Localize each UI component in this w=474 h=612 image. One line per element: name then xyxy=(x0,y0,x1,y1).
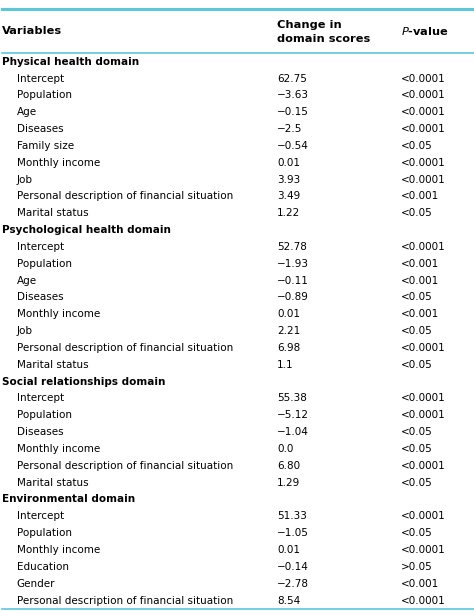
Text: 0.0: 0.0 xyxy=(277,444,294,454)
Text: 2.21: 2.21 xyxy=(277,326,301,336)
Text: <0.0001: <0.0001 xyxy=(401,158,445,168)
Text: 0.01: 0.01 xyxy=(277,158,301,168)
Text: −0.11: −0.11 xyxy=(277,275,309,286)
Text: Intercept: Intercept xyxy=(17,394,64,403)
Text: 1.29: 1.29 xyxy=(277,477,301,488)
Text: Education: Education xyxy=(17,562,69,572)
Text: Personal description of financial situation: Personal description of financial situat… xyxy=(17,461,233,471)
Text: −0.54: −0.54 xyxy=(277,141,309,151)
Text: <0.0001: <0.0001 xyxy=(401,511,445,521)
Text: <0.05: <0.05 xyxy=(401,293,432,302)
Text: Job: Job xyxy=(17,326,33,336)
Text: −0.89: −0.89 xyxy=(277,293,309,302)
Text: Gender: Gender xyxy=(17,579,55,589)
Text: 62.75: 62.75 xyxy=(277,73,307,83)
Text: Diseases: Diseases xyxy=(17,427,63,437)
Text: Age: Age xyxy=(17,275,36,286)
Text: Social relationships domain: Social relationships domain xyxy=(2,376,166,387)
Text: −1.05: −1.05 xyxy=(277,528,309,538)
Text: −3.63: −3.63 xyxy=(277,91,310,100)
Text: 6.98: 6.98 xyxy=(277,343,301,353)
Text: −2.5: −2.5 xyxy=(277,124,303,134)
Text: Age: Age xyxy=(17,107,36,117)
Text: −0.14: −0.14 xyxy=(277,562,309,572)
Text: Job: Job xyxy=(17,174,33,185)
Text: −1.04: −1.04 xyxy=(277,427,309,437)
Text: Monthly income: Monthly income xyxy=(17,309,100,319)
Text: 1.1: 1.1 xyxy=(277,360,294,370)
Text: Personal description of financial situation: Personal description of financial situat… xyxy=(17,343,233,353)
Text: −2.78: −2.78 xyxy=(277,579,310,589)
Text: <0.0001: <0.0001 xyxy=(401,461,445,471)
Text: Family size: Family size xyxy=(17,141,74,151)
Text: <0.001: <0.001 xyxy=(401,275,439,286)
Text: <0.0001: <0.0001 xyxy=(401,107,445,117)
Text: <0.05: <0.05 xyxy=(401,477,432,488)
Text: Physical health domain: Physical health domain xyxy=(2,57,139,67)
Text: 55.38: 55.38 xyxy=(277,394,307,403)
Text: <0.0001: <0.0001 xyxy=(401,410,445,420)
Text: Personal description of financial situation: Personal description of financial situat… xyxy=(17,595,233,605)
Text: Environmental domain: Environmental domain xyxy=(2,494,136,504)
Text: Monthly income: Monthly income xyxy=(17,545,100,555)
Text: >0.05: >0.05 xyxy=(401,562,432,572)
Text: −5.12: −5.12 xyxy=(277,410,310,420)
Text: 52.78: 52.78 xyxy=(277,242,307,252)
Text: <0.05: <0.05 xyxy=(401,360,432,370)
Text: <0.0001: <0.0001 xyxy=(401,595,445,605)
Text: <0.0001: <0.0001 xyxy=(401,91,445,100)
Text: Psychological health domain: Psychological health domain xyxy=(2,225,171,235)
Text: −1.93: −1.93 xyxy=(277,259,310,269)
Text: Variables: Variables xyxy=(2,26,63,36)
Text: Marital status: Marital status xyxy=(17,360,88,370)
Text: Population: Population xyxy=(17,259,72,269)
Text: <0.001: <0.001 xyxy=(401,309,439,319)
Text: 3.49: 3.49 xyxy=(277,192,301,201)
Text: Marital status: Marital status xyxy=(17,477,88,488)
Text: <0.001: <0.001 xyxy=(401,192,439,201)
Text: <0.0001: <0.0001 xyxy=(401,242,445,252)
Text: <0.05: <0.05 xyxy=(401,444,432,454)
Text: 8.54: 8.54 xyxy=(277,595,301,605)
Text: Diseases: Diseases xyxy=(17,293,63,302)
Text: <0.0001: <0.0001 xyxy=(401,394,445,403)
Text: Population: Population xyxy=(17,528,72,538)
Text: $\it{P}$‑value: $\it{P}$‑value xyxy=(401,25,448,37)
Text: 6.80: 6.80 xyxy=(277,461,301,471)
Text: Personal description of financial situation: Personal description of financial situat… xyxy=(17,192,233,201)
Text: 1.22: 1.22 xyxy=(277,208,301,218)
Text: <0.05: <0.05 xyxy=(401,208,432,218)
Text: <0.0001: <0.0001 xyxy=(401,343,445,353)
Text: <0.001: <0.001 xyxy=(401,259,439,269)
Text: Change in: Change in xyxy=(277,20,342,29)
Text: Diseases: Diseases xyxy=(17,124,63,134)
Text: <0.05: <0.05 xyxy=(401,326,432,336)
Text: Marital status: Marital status xyxy=(17,208,88,218)
Text: <0.05: <0.05 xyxy=(401,141,432,151)
Text: −0.15: −0.15 xyxy=(277,107,309,117)
Text: <0.05: <0.05 xyxy=(401,427,432,437)
Text: 51.33: 51.33 xyxy=(277,511,307,521)
Text: 0.01: 0.01 xyxy=(277,309,301,319)
Text: Monthly income: Monthly income xyxy=(17,444,100,454)
Text: <0.0001: <0.0001 xyxy=(401,73,445,83)
Text: domain scores: domain scores xyxy=(277,34,371,44)
Text: Intercept: Intercept xyxy=(17,242,64,252)
Text: <0.0001: <0.0001 xyxy=(401,545,445,555)
Text: 3.93: 3.93 xyxy=(277,174,301,185)
Text: Monthly income: Monthly income xyxy=(17,158,100,168)
Text: Population: Population xyxy=(17,91,72,100)
Text: Intercept: Intercept xyxy=(17,511,64,521)
Text: <0.001: <0.001 xyxy=(401,579,439,589)
Text: <0.0001: <0.0001 xyxy=(401,124,445,134)
Text: <0.05: <0.05 xyxy=(401,528,432,538)
Text: <0.0001: <0.0001 xyxy=(401,174,445,185)
Text: Intercept: Intercept xyxy=(17,73,64,83)
Text: Population: Population xyxy=(17,410,72,420)
Text: 0.01: 0.01 xyxy=(277,545,301,555)
